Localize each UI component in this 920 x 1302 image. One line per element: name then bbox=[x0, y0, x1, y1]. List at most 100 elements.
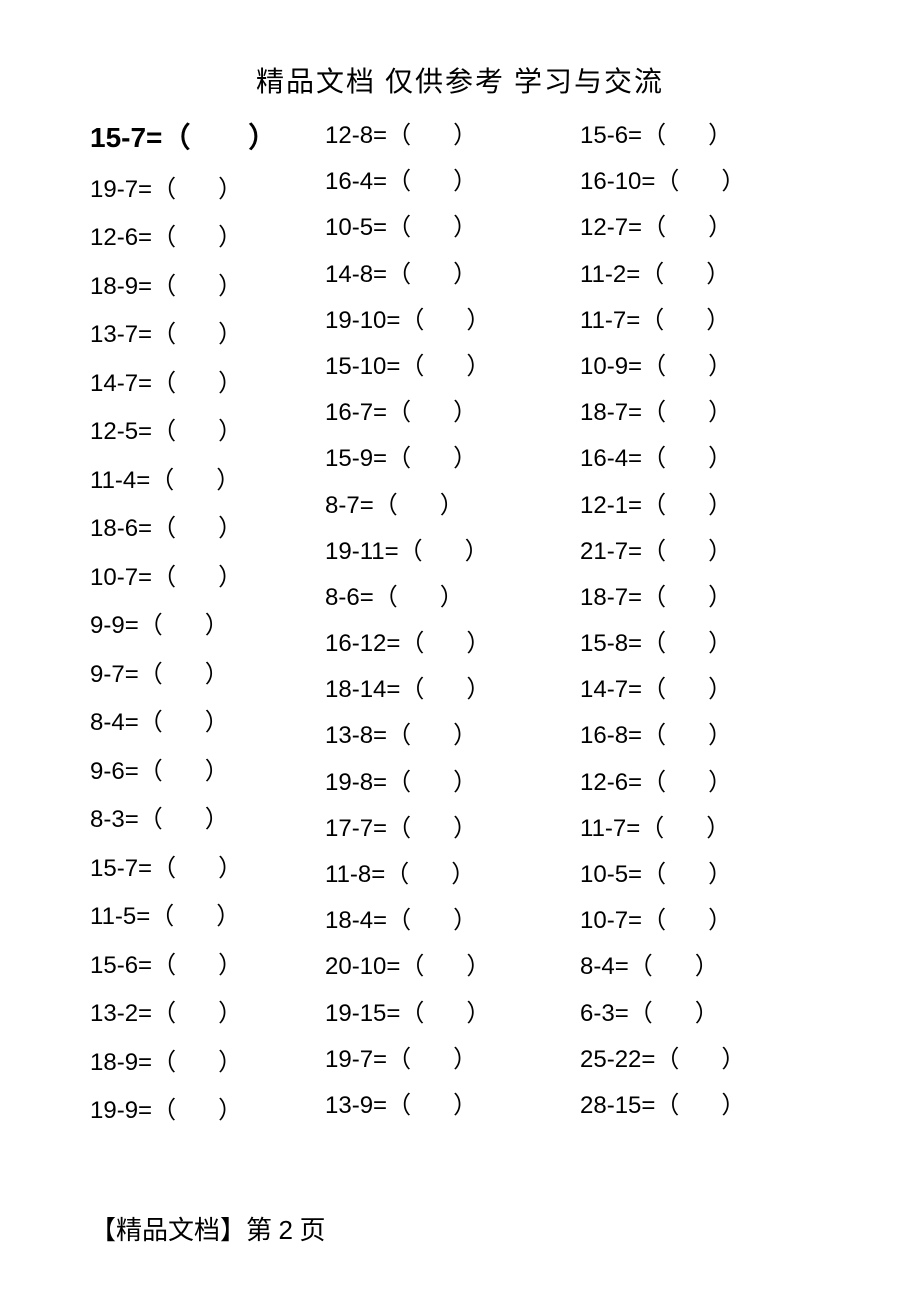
problem-row: 19-11=（） bbox=[325, 540, 575, 564]
paren-close: ） bbox=[453, 169, 477, 195]
answer-blank[interactable]: （） bbox=[629, 955, 719, 979]
paren-close: ） bbox=[708, 677, 732, 703]
answer-blank[interactable]: （） bbox=[152, 517, 242, 541]
answer-blank[interactable]: （） bbox=[139, 711, 229, 735]
problem-row: 11-7=（） bbox=[580, 309, 830, 333]
problem-row: 15-10=（） bbox=[325, 355, 575, 379]
paren-close: ） bbox=[453, 262, 477, 288]
paren-close: ） bbox=[466, 677, 490, 703]
page-footer: 【精品文档】第 2 页 bbox=[90, 1210, 326, 1247]
paren-open: （ bbox=[640, 816, 664, 842]
answer-blank[interactable]: （） bbox=[139, 614, 229, 638]
answer-blank[interactable]: （） bbox=[152, 178, 242, 202]
answer-blank[interactable]: （） bbox=[642, 447, 732, 471]
answer-blank[interactable]: （） bbox=[400, 678, 490, 702]
answer-blank[interactable]: （） bbox=[640, 309, 730, 333]
answer-blank[interactable]: （） bbox=[400, 355, 490, 379]
answer-blank[interactable]: （） bbox=[400, 1002, 490, 1026]
answer-blank[interactable]: （） bbox=[152, 1002, 242, 1026]
answer-blank[interactable]: （） bbox=[387, 1094, 477, 1118]
paren-open: （ bbox=[642, 770, 666, 796]
paren-close: ） bbox=[708, 862, 732, 888]
answer-blank[interactable]: （） bbox=[399, 540, 489, 564]
answer-blank[interactable]: （） bbox=[387, 771, 477, 795]
problem-row: 18-9=（） bbox=[90, 1051, 320, 1075]
answer-blank[interactable]: （） bbox=[642, 494, 732, 518]
answer-blank[interactable]: （） bbox=[655, 1094, 745, 1118]
answer-blank[interactable]: （） bbox=[400, 632, 490, 656]
answer-blank[interactable]: （） bbox=[152, 1099, 242, 1123]
answer-blank[interactable]: （） bbox=[387, 909, 477, 933]
answer-blank[interactable]: （） bbox=[162, 125, 276, 153]
answer-blank[interactable]: （） bbox=[387, 447, 477, 471]
column-2: 12-8=（）16-4=（）10-5=（）14-8=（）19-10=（）15-1… bbox=[325, 124, 575, 1148]
answer-blank[interactable]: （） bbox=[139, 808, 229, 832]
answer-blank[interactable]: （） bbox=[152, 954, 242, 978]
answer-blank[interactable]: （） bbox=[642, 401, 732, 425]
answer-blank[interactable]: （） bbox=[139, 663, 229, 687]
answer-blank[interactable]: （） bbox=[640, 817, 730, 841]
answer-blank[interactable]: （） bbox=[642, 724, 732, 748]
answer-blank[interactable]: （） bbox=[374, 494, 464, 518]
answer-blank[interactable]: （） bbox=[642, 632, 732, 656]
problem-expression: 19-7= bbox=[325, 1048, 387, 1072]
problem-expression: 18-9= bbox=[90, 1051, 152, 1075]
paren-close: ） bbox=[218, 274, 242, 300]
answer-blank[interactable]: （） bbox=[387, 170, 477, 194]
answer-blank[interactable]: （） bbox=[152, 420, 242, 444]
answer-blank[interactable]: （） bbox=[387, 817, 477, 841]
answer-blank[interactable]: （） bbox=[642, 771, 732, 795]
paren-close: ） bbox=[466, 354, 490, 380]
answer-blank[interactable]: （） bbox=[387, 1048, 477, 1072]
answer-blank[interactable]: （） bbox=[642, 355, 732, 379]
answer-blank[interactable]: （） bbox=[152, 372, 242, 396]
answer-blank[interactable]: （） bbox=[400, 955, 490, 979]
answer-blank[interactable]: （） bbox=[629, 1002, 719, 1026]
answer-blank[interactable]: （） bbox=[655, 1048, 745, 1072]
answer-blank[interactable]: （） bbox=[150, 469, 240, 493]
problem-expression: 12-1= bbox=[580, 494, 642, 518]
answer-blank[interactable]: （） bbox=[642, 540, 732, 564]
problem-row: 18-9=（） bbox=[90, 275, 320, 299]
problem-row: 12-1=（） bbox=[580, 494, 830, 518]
answer-blank[interactable]: （） bbox=[642, 124, 732, 148]
problem-row: 19-7=（） bbox=[325, 1048, 575, 1072]
answer-blank[interactable]: （） bbox=[152, 323, 242, 347]
paren-open: （ bbox=[139, 613, 163, 639]
answer-blank[interactable]: （） bbox=[387, 124, 477, 148]
answer-blank[interactable]: （） bbox=[642, 909, 732, 933]
answer-blank[interactable]: （） bbox=[150, 905, 240, 929]
answer-blank[interactable]: （） bbox=[152, 566, 242, 590]
answer-blank[interactable]: （） bbox=[640, 263, 730, 287]
answer-blank[interactable]: （） bbox=[387, 216, 477, 240]
paren-open: （ bbox=[642, 631, 666, 657]
answer-blank[interactable]: （） bbox=[387, 401, 477, 425]
answer-blank[interactable]: （） bbox=[642, 863, 732, 887]
answer-blank[interactable]: （） bbox=[387, 724, 477, 748]
answer-blank[interactable]: （） bbox=[400, 309, 490, 333]
paren-open: （ bbox=[152, 1001, 176, 1027]
paren-close: ） bbox=[451, 862, 475, 888]
answer-blank[interactable]: （） bbox=[387, 263, 477, 287]
answer-blank[interactable]: （） bbox=[655, 170, 745, 194]
problem-row: 8-4=（） bbox=[580, 955, 830, 979]
answer-blank[interactable]: （） bbox=[152, 857, 242, 881]
paren-close: ） bbox=[708, 123, 732, 149]
problem-row: 15-6=（） bbox=[580, 124, 830, 148]
paren-close: ） bbox=[218, 419, 242, 445]
answer-blank[interactable]: （） bbox=[374, 586, 464, 610]
answer-blank[interactable]: （） bbox=[642, 216, 732, 240]
answer-blank[interactable]: （） bbox=[642, 678, 732, 702]
answer-blank[interactable]: （） bbox=[139, 760, 229, 784]
answer-blank[interactable]: （） bbox=[642, 586, 732, 610]
problem-expression: 11-5= bbox=[90, 905, 150, 929]
paren-open: （ bbox=[387, 770, 411, 796]
answer-blank[interactable]: （） bbox=[152, 275, 242, 299]
answer-blank[interactable]: （） bbox=[152, 226, 242, 250]
problem-row: 12-7=（） bbox=[580, 216, 830, 240]
paren-open: （ bbox=[152, 565, 176, 591]
paren-close: ） bbox=[465, 539, 489, 565]
answer-blank[interactable]: （） bbox=[152, 1051, 242, 1075]
paren-close: ） bbox=[721, 1047, 745, 1073]
answer-blank[interactable]: （） bbox=[385, 863, 475, 887]
